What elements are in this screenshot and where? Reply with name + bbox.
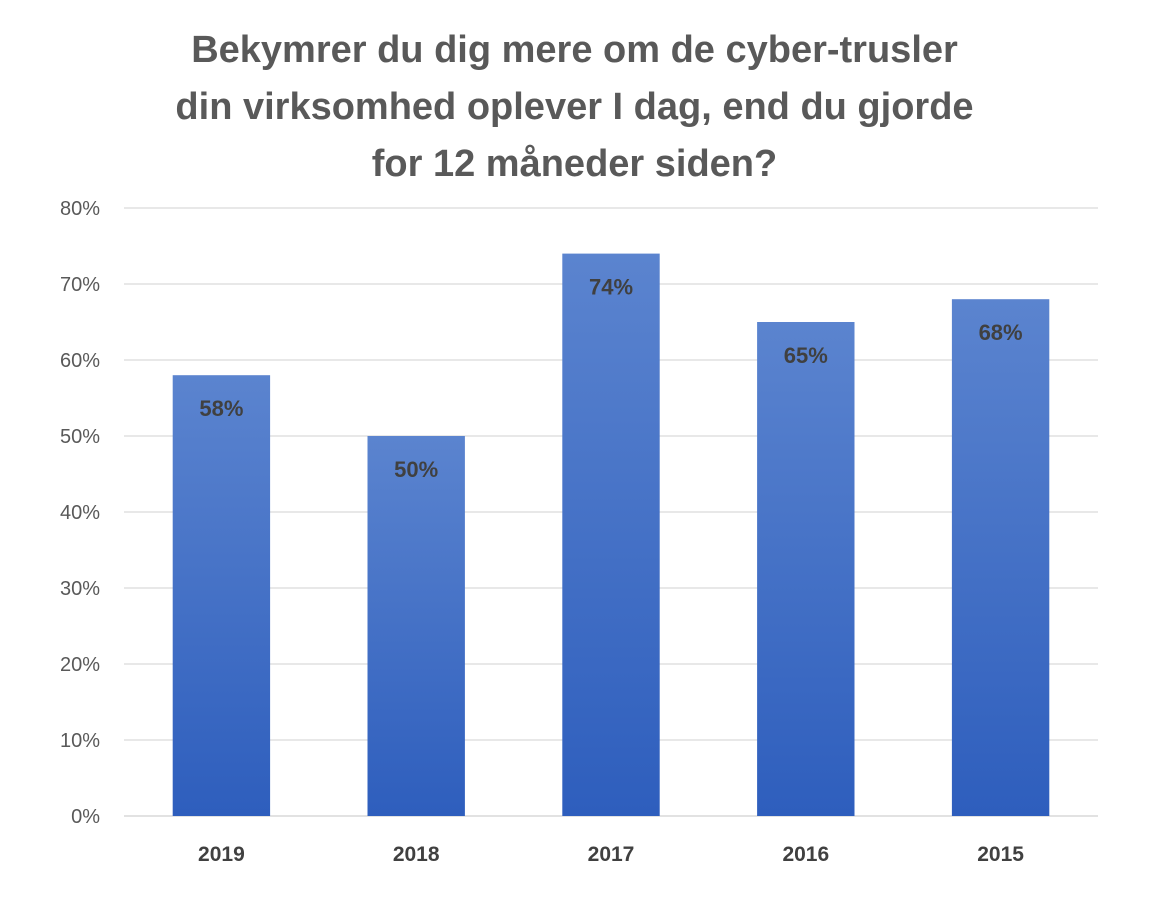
y-tick-label: 10% [60,730,100,752]
y-tick-label: 70% [60,274,100,296]
x-category-label-2017: 2017 [588,843,635,866]
data-label-2015: 68% [979,320,1023,345]
data-label-2019: 58% [199,396,243,421]
data-labels: 58% 50% 74% 65% 68% [199,275,1022,482]
y-axis-tick-labels: 0% 10% 20% 30% 40% 50% 60% 70% 80% [60,198,100,828]
x-axis-category-labels: 2019 2018 2017 2016 2015 [198,843,1024,866]
y-tick-label: 40% [60,502,100,524]
bar-2017 [562,253,660,817]
chart-title-line-1: Bekymrer du dig mere om de cyber-trusler [191,29,958,71]
y-tick-label: 50% [60,426,100,448]
x-category-label-2019: 2019 [198,843,245,866]
bar-2015 [951,299,1050,816]
y-tick-label: 80% [60,198,100,220]
bar-2018 [367,436,465,816]
x-category-label-2015: 2015 [977,843,1024,866]
chart-title: Bekymrer du dig mere om de cyber-trusler… [0,22,1149,193]
bar-2016 [757,322,855,816]
y-tick-label: 30% [60,578,100,600]
y-tick-label: 20% [60,654,100,676]
bars [172,253,1050,817]
bar-2019 [172,375,271,816]
data-label-2016: 65% [784,343,828,368]
x-category-label-2018: 2018 [393,843,440,866]
chart-title-line-2: din virksomhed oplever I dag, end du gjo… [175,86,974,128]
y-tick-label: 0% [71,806,100,828]
chart-title-line-3: for 12 måneder siden? [371,143,778,185]
y-tick-label: 60% [60,350,100,372]
data-label-2018: 50% [394,457,438,482]
x-category-label-2016: 2016 [782,843,829,866]
data-label-2017: 74% [589,275,633,300]
